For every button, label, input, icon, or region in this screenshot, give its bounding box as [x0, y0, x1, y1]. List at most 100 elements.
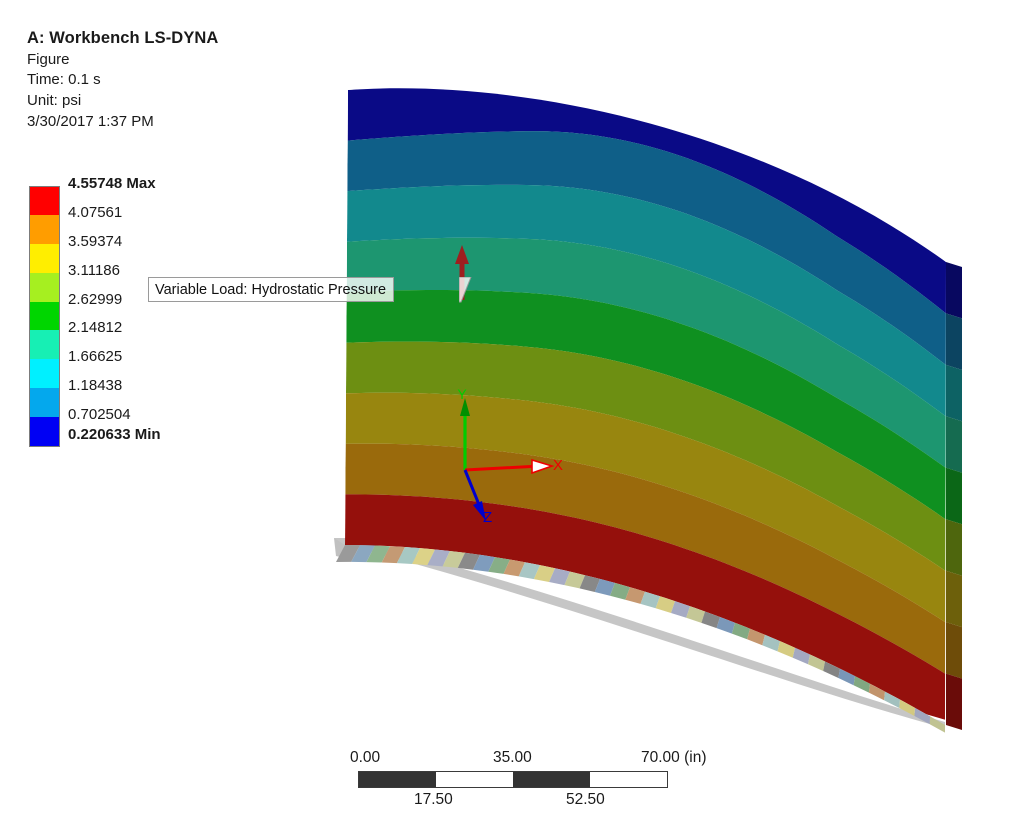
mesh-element-quad [457, 552, 480, 570]
shell-side-band [946, 416, 962, 473]
mesh-element-quad [412, 548, 435, 566]
shell-side-band [946, 622, 962, 679]
mesh-element-quad [929, 716, 945, 733]
shell-contour-band [346, 237, 946, 468]
scale-bar-segment [436, 772, 513, 787]
shell-side-face [946, 262, 962, 730]
legend-value-label: 2.14812 [68, 319, 123, 337]
mesh-element-quad [914, 707, 930, 725]
mesh-element-quad [625, 587, 645, 604]
legend-color-swatch [29, 417, 60, 448]
mesh-element-quad [884, 691, 900, 708]
scale-bar-track [358, 771, 668, 788]
mesh-element-quad [808, 654, 825, 671]
legend-color-swatch [29, 330, 60, 360]
mesh-element-quad [533, 565, 555, 582]
legend-color-swatch [29, 243, 60, 273]
legend-color-swatch [29, 301, 60, 331]
shell-contour-bands [345, 88, 946, 720]
scale-bar-tick-label: 70.00 (in) [641, 749, 707, 766]
legend-min-label: 0.220633 Min [68, 426, 161, 444]
scale-bar-tick-label: 17.50 [414, 791, 453, 808]
mesh-element-quad [351, 545, 375, 563]
shell-side-band [946, 467, 962, 525]
mesh-element-quad [610, 582, 630, 600]
mesh-element-quad [655, 596, 675, 613]
legend-value-label: 4.07561 [68, 203, 123, 221]
mesh-element-quad [899, 699, 915, 716]
load-annotation-text: Variable Load: Hydrostatic Pressure [155, 281, 387, 298]
mesh-element-quad [549, 568, 570, 586]
mesh-element-quad [503, 559, 525, 577]
mesh-element-strip [336, 545, 945, 733]
scale-bar-segment [590, 772, 667, 787]
legend-color-swatch [29, 186, 60, 216]
model-shadow-base [334, 538, 945, 728]
mesh-element-quad [640, 591, 660, 609]
mesh-element-quad [686, 606, 705, 623]
mesh-element-quad [366, 545, 390, 563]
shell-side-band [946, 364, 962, 422]
legend-value-label: 1.66625 [68, 348, 123, 366]
legend-value-label: 0.702504 [68, 406, 131, 424]
time-label: Time: 0.1 s [27, 71, 101, 89]
scale-bar-tick-label: 0.00 [350, 749, 381, 766]
shell-contour-band [347, 184, 946, 417]
mesh-element-quad [823, 661, 840, 678]
shell-contour-band [347, 131, 946, 365]
scale-bar-tick-label: 35.00 [493, 749, 532, 766]
load-annotation-label[interactable]: Variable Load: Hydrostatic Pressure [148, 277, 395, 302]
result-header: A: Workbench LS-DYNA Figure Time: 0.1 s … [27, 27, 218, 133]
mesh-element-quad [747, 628, 765, 646]
mesh-element-quad [868, 683, 885, 701]
shell-contour-band [346, 290, 946, 520]
mesh-element-quad [777, 641, 795, 658]
page-title: A: Workbench LS-DYNA [27, 29, 219, 47]
mesh-element-quad [594, 578, 615, 596]
shell-side-band [946, 262, 962, 319]
mesh-element-quad [716, 617, 735, 634]
mesh-element-quad [564, 571, 585, 589]
shell-side-band [946, 673, 962, 730]
triad-label-y: Y [457, 386, 467, 402]
mesh-element-quad [671, 601, 690, 618]
mesh-element-quad [579, 575, 600, 592]
legend-value-label: 1.18438 [68, 377, 123, 395]
mesh-element-quad [792, 647, 810, 665]
shell-contour-band [345, 392, 946, 623]
legend-value-label: 3.59374 [68, 232, 123, 250]
legend-color-swatch [29, 214, 60, 244]
scale-bar-top-labels: 0.00 35.00 70.00 (in) [350, 749, 706, 771]
shell-side-band [946, 313, 962, 370]
unit-label: Unit: psi [27, 92, 82, 110]
annotation-leader-line [459, 277, 472, 303]
scale-bar-segment [513, 772, 590, 787]
triad-label-x: X [553, 457, 563, 474]
mesh-element-quad [488, 557, 510, 574]
shell-side-band [946, 519, 962, 576]
triad-label-z: Z [483, 509, 492, 526]
mesh-element-quad [731, 622, 750, 640]
mesh-element-quad [396, 547, 420, 564]
coordinate-triad: Y X Z [457, 386, 563, 526]
mesh-element-quad [518, 562, 540, 580]
legend-value-label: 3.11186 [68, 261, 120, 279]
scale-bar-tick-label: 52.50 [566, 791, 605, 808]
result-type-label: Figure [27, 50, 70, 68]
scale-bar-segment [359, 772, 436, 787]
legend-color-swatch [29, 272, 60, 302]
shell-contour-band [345, 494, 946, 720]
shell-contour-band [347, 88, 946, 314]
mesh-element-quad [442, 551, 465, 568]
scale-bar-bottom-labels: 17.50 52.50 [350, 791, 690, 813]
mesh-element-quad [838, 668, 855, 686]
legend-value-label: 4.55748 Max [68, 175, 156, 192]
scale-bar: 0.00 35.00 70.00 (in) 17.50 52.50 [350, 749, 706, 813]
legend-color-swatch [29, 359, 60, 389]
shell-contour-band [345, 443, 946, 674]
mesh-element-quad [853, 676, 870, 693]
mesh-element-quad [427, 549, 450, 567]
